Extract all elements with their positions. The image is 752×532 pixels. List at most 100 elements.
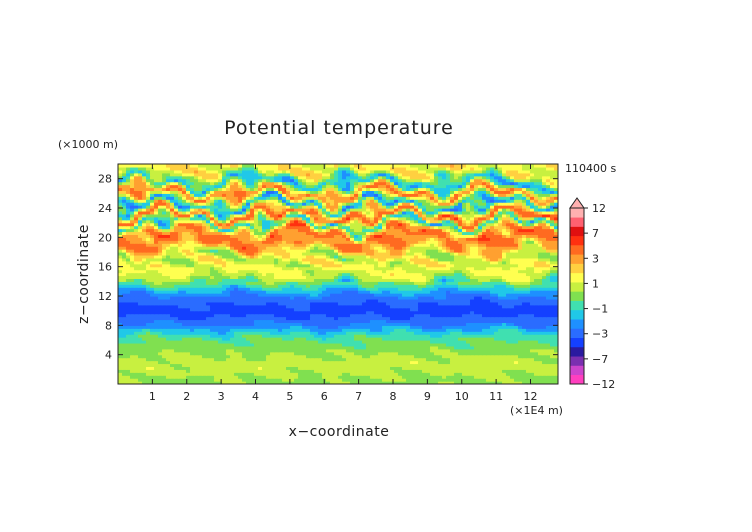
heatmap-cell [294, 269, 299, 274]
heatmap-cell [486, 340, 491, 344]
heatmap-cell [406, 334, 411, 338]
heatmap-cell [286, 334, 291, 338]
heatmap-cell [354, 334, 359, 338]
heatmap-cell [414, 342, 419, 347]
heatmap-cell [154, 313, 159, 318]
heatmap-cell [422, 281, 427, 285]
heatmap-cell [518, 357, 523, 362]
heatmap-cell [222, 290, 227, 294]
heatmap-cell [154, 375, 159, 379]
heatmap-cell [230, 334, 235, 338]
heatmap-cell [130, 290, 135, 294]
heatmap-cell [382, 351, 387, 356]
heatmap-cell [458, 375, 463, 379]
heatmap-cell [238, 348, 243, 353]
heatmap-cell [474, 252, 479, 256]
heatmap-cell [390, 310, 395, 315]
heatmap-cell [510, 375, 515, 379]
heatmap-cell [302, 375, 307, 379]
heatmap-cell [258, 337, 263, 341]
heatmap-cell [302, 301, 307, 306]
heatmap-cell [130, 348, 135, 353]
heatmap-cell [522, 334, 527, 338]
heatmap-cell [202, 325, 207, 329]
heatmap-cell [406, 316, 411, 321]
heatmap-cell [314, 307, 319, 312]
heatmap-cell [138, 372, 143, 376]
heatmap-cell [402, 369, 407, 373]
heatmap-cell [186, 357, 191, 362]
heatmap-cell [382, 254, 387, 259]
heatmap-cell [342, 266, 347, 271]
heatmap-cell [442, 307, 447, 312]
heatmap-cell [526, 340, 531, 344]
heatmap-cell [514, 272, 519, 277]
heatmap-cell [438, 278, 443, 282]
heatmap-cell [486, 342, 491, 347]
heatmap-cell [266, 252, 271, 256]
heatmap-cell [270, 357, 275, 362]
heatmap-cell [278, 322, 283, 326]
heatmap-cell [202, 369, 207, 373]
heatmap-cell [526, 263, 531, 268]
heatmap-cell [434, 307, 439, 312]
heatmap-cell [450, 287, 455, 291]
heatmap-cell [518, 345, 523, 350]
heatmap-cell [538, 284, 543, 288]
heatmap-cell [198, 328, 203, 332]
heatmap-cell [534, 325, 539, 329]
heatmap-cell [462, 296, 467, 300]
heatmap-cell [550, 293, 555, 297]
heatmap-cell [194, 284, 199, 288]
heatmap-cell [170, 325, 175, 329]
heatmap-cell [174, 316, 179, 321]
heatmap-cell [414, 378, 419, 382]
heatmap-cell [410, 252, 415, 256]
heatmap-cell [154, 290, 159, 294]
heatmap-cell [386, 298, 391, 303]
heatmap-cell [142, 345, 147, 350]
heatmap-cell [182, 290, 187, 294]
heatmap-cell [382, 342, 387, 347]
heatmap-cell [362, 334, 367, 338]
heatmap-cell [478, 334, 483, 338]
heatmap-cell [290, 372, 295, 376]
heatmap-cell [154, 354, 159, 359]
heatmap-cell [542, 375, 547, 379]
heatmap-cell [410, 378, 415, 382]
heatmap-cell [306, 357, 311, 362]
heatmap-cell [294, 284, 299, 288]
heatmap-cell [526, 345, 531, 350]
heatmap-cell [298, 363, 303, 367]
heatmap-cell [446, 351, 451, 356]
heatmap-cell [534, 322, 539, 326]
heatmap-cell [150, 337, 155, 341]
heatmap-cell [542, 275, 547, 279]
heatmap-cell [122, 366, 127, 370]
heatmap-cell [290, 266, 295, 271]
heatmap-cell [134, 296, 139, 300]
heatmap-cell [466, 316, 471, 321]
heatmap-cell [546, 340, 551, 344]
heatmap-cell [382, 334, 387, 338]
heatmap-cell [386, 348, 391, 353]
heatmap-cell [278, 260, 283, 265]
heatmap-cell [122, 275, 127, 279]
heatmap-cell [390, 354, 395, 359]
heatmap-cell [234, 366, 239, 370]
heatmap-cell [122, 257, 127, 262]
heatmap-cell [202, 301, 207, 306]
heatmap-cell [554, 372, 558, 376]
heatmap-cell [178, 316, 183, 321]
heatmap-cell [202, 304, 207, 309]
heatmap-cell [554, 354, 558, 359]
heatmap-cell [462, 313, 467, 318]
heatmap-cell [150, 278, 155, 282]
heatmap-cell [506, 263, 511, 268]
heatmap-cell [326, 266, 331, 271]
heatmap-cell [510, 331, 515, 335]
heatmap-cell [306, 375, 311, 379]
heatmap-cell [242, 360, 247, 365]
heatmap-cell [398, 263, 403, 268]
heatmap-cell [258, 284, 263, 288]
